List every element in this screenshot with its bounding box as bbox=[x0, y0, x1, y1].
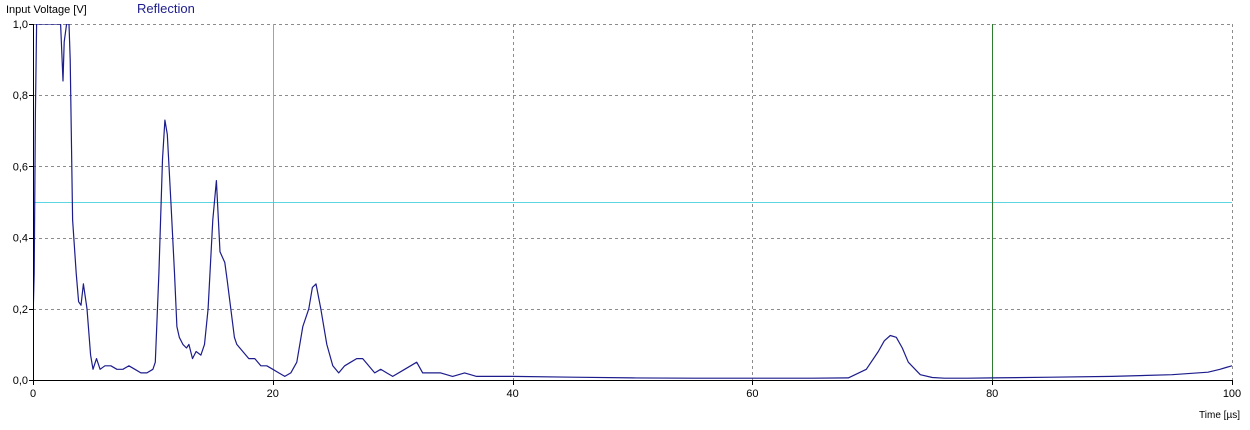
x-axis-label: Time [µs] bbox=[1199, 410, 1240, 421]
x-tick-label: 100 bbox=[1223, 388, 1241, 400]
y-tick-label: 1,0 bbox=[13, 19, 28, 31]
reflection-trace bbox=[33, 24, 1232, 379]
x-tick-label: 60 bbox=[746, 388, 758, 400]
series-layer bbox=[33, 24, 1232, 379]
y-tick-label: 0,0 bbox=[13, 375, 28, 387]
chart-title: Reflection bbox=[137, 1, 195, 16]
reference-lines bbox=[33, 24, 1232, 380]
y-tick-label: 0,4 bbox=[13, 233, 28, 245]
x-tick-label: 80 bbox=[986, 388, 998, 400]
y-tick-label: 0,6 bbox=[13, 161, 28, 173]
y-tick-label: 0,8 bbox=[13, 90, 28, 102]
tick-labels: 0 20 40 60 80 100 0,0 0,2 0,4 0,6 0,8 1,0 bbox=[13, 19, 1241, 400]
axis-layer bbox=[29, 24, 1233, 385]
x-tick-label: 20 bbox=[267, 388, 279, 400]
x-tick-label: 0 bbox=[30, 388, 36, 400]
x-tick-label: 40 bbox=[506, 388, 518, 400]
y-tick-label: 0,2 bbox=[13, 304, 28, 316]
y-axis-label: Input Voltage [V] bbox=[6, 4, 87, 16]
